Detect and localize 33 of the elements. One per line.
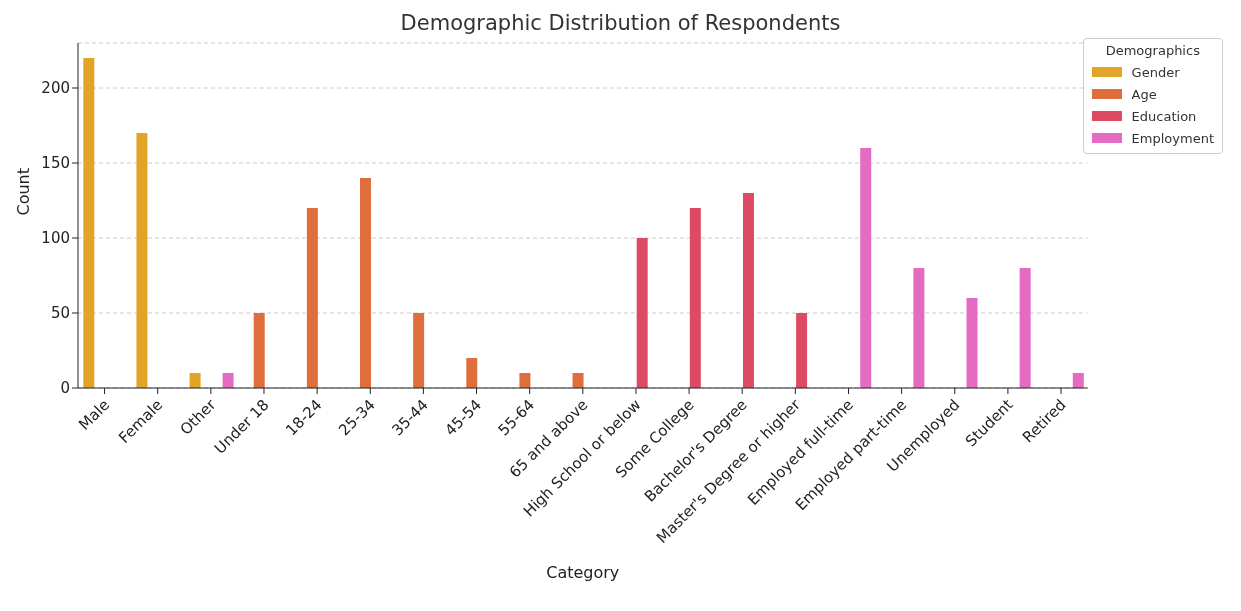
y-tick-label: 200 xyxy=(41,79,70,98)
bar xyxy=(519,373,531,388)
bar xyxy=(572,373,584,388)
y-tick-label: 0 xyxy=(60,379,70,398)
y-tick-label: 100 xyxy=(41,229,70,248)
legend-label: Age xyxy=(1131,86,1157,102)
legend-title: Demographics xyxy=(1104,43,1201,58)
bar xyxy=(136,133,148,388)
legend-label: Education xyxy=(1131,108,1197,124)
legend-label: Gender xyxy=(1131,64,1180,80)
y-axis-title: Count xyxy=(13,167,33,216)
bar xyxy=(222,373,234,388)
bar xyxy=(360,178,371,388)
bar xyxy=(413,313,425,388)
bar xyxy=(636,238,648,388)
bar xyxy=(189,373,201,388)
y-tick-label: 150 xyxy=(41,154,70,173)
bar xyxy=(1019,268,1031,388)
bar xyxy=(796,313,808,388)
bar xyxy=(1072,373,1084,388)
bar xyxy=(306,208,318,388)
bar xyxy=(742,193,754,388)
bar xyxy=(689,208,701,388)
x-axis-title: Category xyxy=(546,563,620,582)
bar xyxy=(966,298,978,388)
legend-label: Employment xyxy=(1131,130,1214,146)
chart-title: Demographic Distribution of Respondents xyxy=(399,10,842,37)
bar xyxy=(253,313,265,388)
bar xyxy=(466,358,478,388)
bar xyxy=(83,58,95,388)
bar xyxy=(913,268,925,388)
bar xyxy=(860,148,872,388)
y-tick-label: 50 xyxy=(50,304,70,323)
